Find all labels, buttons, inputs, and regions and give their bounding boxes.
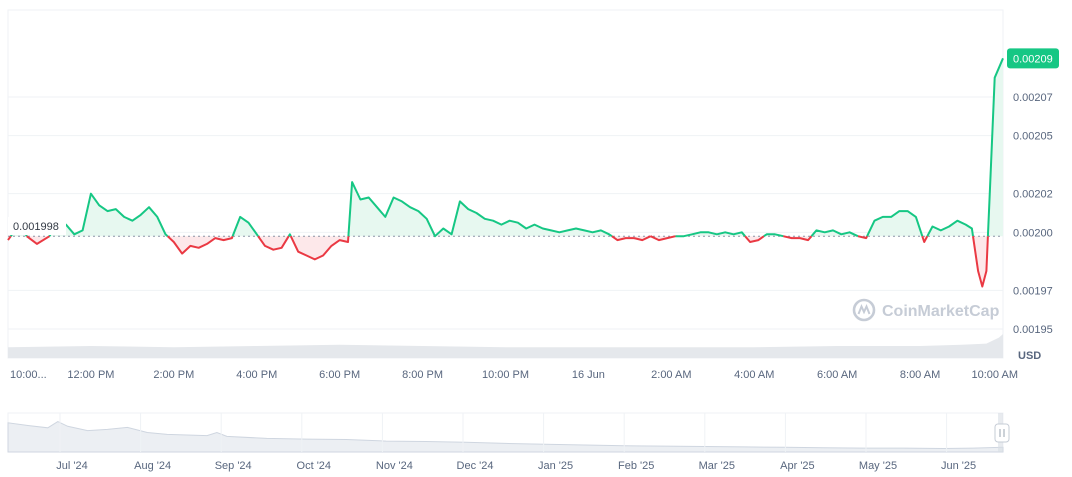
navigator-tick-label: Jul '24 bbox=[56, 460, 87, 472]
navigator-tick-label: Jan '25 bbox=[538, 460, 573, 472]
y-tick-label: 0.00205 bbox=[1013, 131, 1053, 143]
x-tick-label: 8:00 AM bbox=[900, 369, 940, 381]
line-segment-up bbox=[675, 231, 746, 238]
line-segment-up bbox=[763, 233, 784, 238]
line-segment-down bbox=[650, 235, 676, 242]
line-segment-down bbox=[289, 235, 350, 261]
x-tick-label: 4:00 AM bbox=[734, 369, 774, 381]
x-tick-label: 10:00 AM bbox=[972, 369, 1018, 381]
navigator-tick-label: Apr '25 bbox=[780, 460, 815, 472]
current-price-badge-bg bbox=[1007, 48, 1059, 69]
x-tick-label: 8:00 PM bbox=[402, 369, 443, 381]
area-below-baseline bbox=[26, 236, 50, 244]
line-segment-down bbox=[166, 235, 234, 255]
x-tick-label: 6:00 PM bbox=[319, 369, 360, 381]
navigator-handle[interactable] bbox=[994, 423, 1010, 443]
y-tick-label: 0.00197 bbox=[1013, 285, 1053, 297]
line-segment-up bbox=[866, 210, 924, 237]
watermark: CoinMarketCap bbox=[852, 298, 1000, 322]
line-segment-down bbox=[744, 235, 765, 243]
navigator-tick-label: May '25 bbox=[859, 460, 897, 472]
area-below-baseline bbox=[167, 236, 233, 254]
y-tick-label: 0.00195 bbox=[1013, 324, 1053, 336]
x-tick-label: 16 Jun bbox=[572, 369, 605, 381]
navigator-tick-label: Jun '25 bbox=[941, 460, 976, 472]
baseline-label-bg bbox=[8, 217, 66, 235]
line-segment-up bbox=[231, 215, 259, 237]
x-axis: 10:00... 12:00 PM 2:00 PM 4:00 PM 6:00 PM 8:0… bbox=[10, 369, 1018, 381]
area-below-baseline bbox=[973, 236, 988, 287]
line-segment-down bbox=[921, 235, 929, 243]
y-tick-label: 0.00200 bbox=[1013, 227, 1053, 239]
x-tick-label: 2:00 PM bbox=[153, 369, 194, 381]
x-tick-label: 6:00 AM bbox=[817, 369, 857, 381]
area-below-baseline bbox=[290, 236, 349, 260]
coinmarketcap-logo-icon bbox=[852, 298, 876, 322]
x-tick-label: 2:00 AM bbox=[651, 369, 691, 381]
line-segment-up bbox=[810, 229, 859, 238]
area-above-baseline bbox=[49, 193, 168, 237]
current-price-badge: 0.00209 bbox=[1007, 48, 1059, 69]
line-segment-down bbox=[257, 235, 290, 251]
navigator-tick-label: Oct '24 bbox=[297, 460, 332, 472]
area-above-baseline bbox=[811, 230, 858, 237]
line-segment-down bbox=[783, 235, 813, 242]
line-segment-up bbox=[986, 57, 1004, 237]
line-segment-up bbox=[287, 233, 292, 237]
x-tick-label: 12:00 PM bbox=[67, 369, 114, 381]
x-tick-label: 10:00... bbox=[10, 369, 47, 381]
volume-area bbox=[8, 334, 1003, 358]
navigator-tick-label: Sep '24 bbox=[215, 460, 252, 472]
line-segment-down bbox=[26, 235, 51, 245]
price-area-fill bbox=[8, 58, 1003, 287]
line-segment-down bbox=[611, 235, 652, 242]
area-below-baseline bbox=[258, 236, 289, 250]
line-segment-up bbox=[48, 192, 169, 237]
area-above-baseline bbox=[987, 58, 1003, 237]
area-above-baseline bbox=[867, 211, 923, 237]
line-segment-down bbox=[7, 235, 12, 241]
y-tick-label: 0.00207 bbox=[1013, 92, 1053, 104]
currency-unit: USD bbox=[1018, 350, 1041, 362]
baseline-label: 0.001998 bbox=[8, 217, 66, 235]
current-price-value: 0.00209 bbox=[1013, 53, 1053, 65]
baseline-value: 0.001998 bbox=[13, 221, 59, 233]
area-above-baseline bbox=[927, 220, 973, 237]
line-segment-down bbox=[857, 235, 869, 240]
area-above-baseline bbox=[348, 182, 612, 237]
y-axis: 0.00207 0.00205 0.00202 0.00200 0.00197 0.001… bbox=[1013, 92, 1053, 336]
navigator-series bbox=[7, 421, 1004, 453]
y-tick-label: 0.00202 bbox=[1013, 189, 1053, 201]
navigator-tick-label: Nov '24 bbox=[376, 460, 413, 472]
watermark-text: CoinMarketCap bbox=[882, 303, 1000, 320]
x-tick-label: 4:00 PM bbox=[236, 369, 277, 381]
navigator-handle-box[interactable] bbox=[994, 423, 1010, 443]
x-tick-label: 10:00 PM bbox=[482, 369, 529, 381]
line-segment-down bbox=[972, 236, 989, 288]
line-segment-up bbox=[926, 219, 974, 237]
volume-bars bbox=[8, 334, 1003, 358]
price-line bbox=[7, 57, 1004, 288]
line-segment-up bbox=[347, 181, 613, 238]
navigator-tick-label: Mar '25 bbox=[699, 460, 735, 472]
range-navigator[interactable]: Jul '24 Aug '24 Sep '24 Oct '24 Nov '24 Dec '… bbox=[7, 412, 1010, 472]
navigator-tick-label: Aug '24 bbox=[134, 460, 171, 472]
navigator-tick-label: Feb '25 bbox=[618, 460, 654, 472]
navigator-tick-label: Dec '24 bbox=[457, 460, 494, 472]
